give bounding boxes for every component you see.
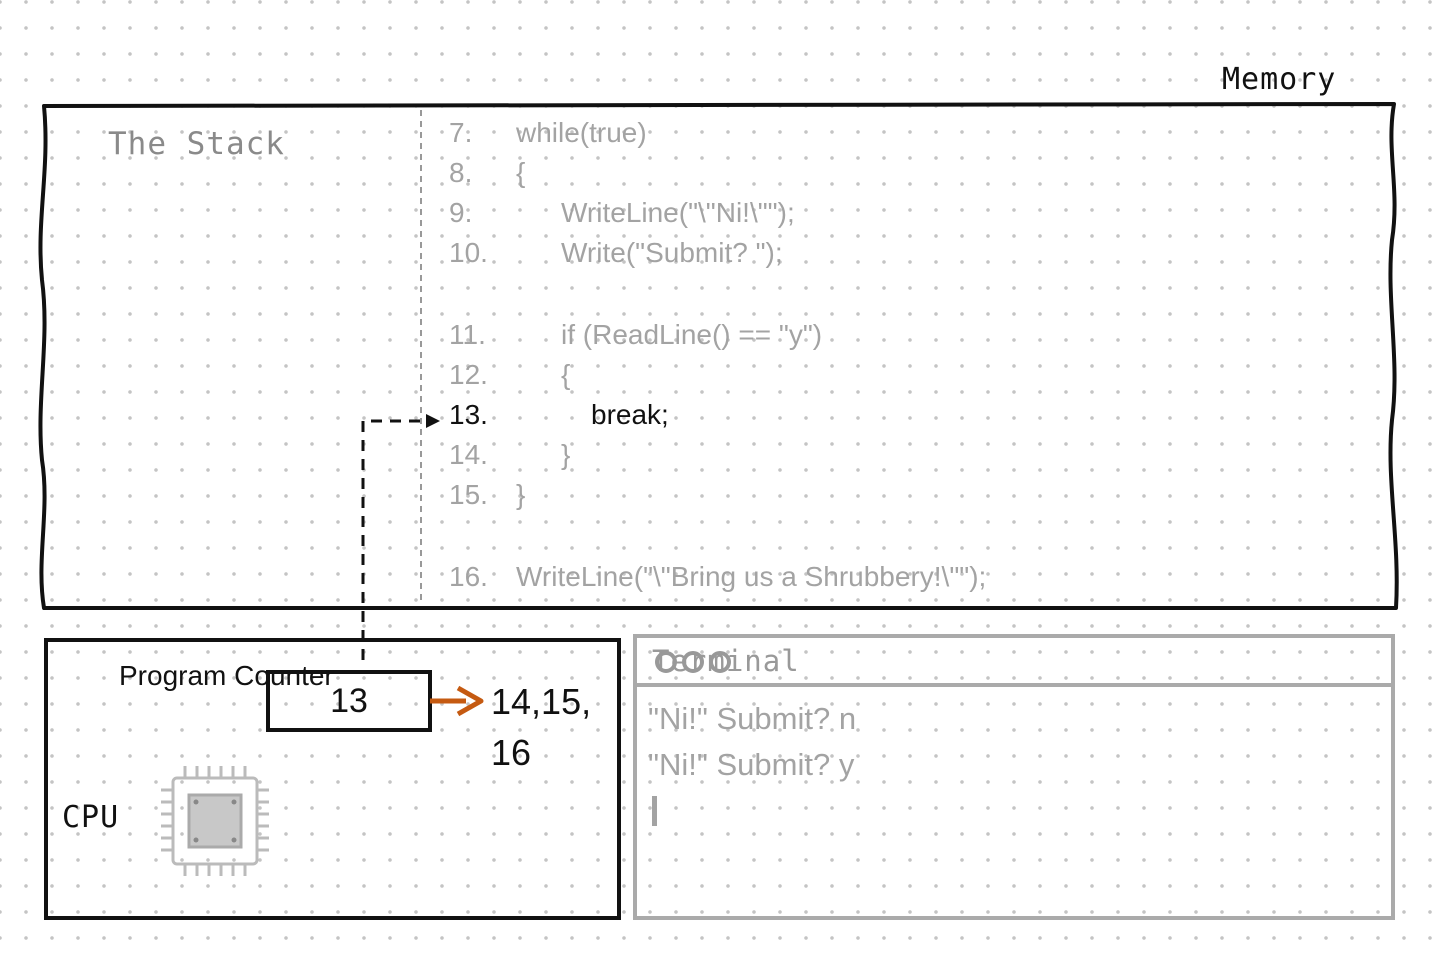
- terminal-cursor: [652, 796, 657, 826]
- code-line-number: 16.: [449, 561, 488, 592]
- cpu-label: CPU: [62, 800, 120, 835]
- stack-label: The Stack: [108, 126, 285, 162]
- cpu-chip-icon: [161, 766, 269, 876]
- terminal-line: "Ni!" Submit? n: [648, 701, 857, 736]
- code-line-text: WriteLine("\"Ni!\"");: [561, 197, 795, 228]
- code-line-text: {: [561, 359, 571, 390]
- code-line-text: {: [516, 157, 526, 188]
- terminal-output: "Ni!" Submit? n "Ni!" Submit? y: [648, 696, 856, 788]
- code-line-text: while(true): [516, 117, 647, 148]
- cpu-box: [44, 638, 621, 920]
- program-counter-value: 13: [330, 682, 368, 720]
- code-line-number: 9.: [449, 197, 473, 228]
- code-line-text: Write("Submit? ");: [561, 237, 783, 268]
- next-instructions: 14,15, 16: [491, 681, 592, 773]
- program-counter-label: Program Counter: [119, 660, 334, 691]
- code-line-number: 15.: [449, 479, 488, 510]
- code-line-text: WriteLine("\"Bring us a Shrubbery!\"");: [516, 561, 987, 592]
- code-line-text: if (ReadLine() == "y"): [561, 319, 823, 350]
- code-line-number: 8.: [449, 157, 473, 188]
- terminal-window: [633, 634, 1395, 920]
- pc-pointer-arrowhead: [426, 414, 440, 428]
- terminal-title: Terminal: [652, 644, 800, 678]
- code-line-number: 12.: [449, 359, 488, 390]
- code-line-text: }: [516, 479, 526, 510]
- code-line-number: 10.: [449, 237, 488, 268]
- memory-box: [38, 102, 1399, 610]
- next-arrow-head: [456, 685, 484, 717]
- code-line-number: 14.: [449, 439, 488, 470]
- code-line-number: 7.: [449, 117, 473, 148]
- code-line-number: 11.: [449, 319, 486, 350]
- code-line-text: break;: [591, 399, 669, 430]
- code-line-text: }: [561, 439, 571, 470]
- three-circles-icon: [655, 651, 731, 673]
- code-line-number: 13.: [449, 399, 488, 430]
- terminal-line: "Ni!" Submit? y: [648, 747, 855, 782]
- memory-label: Memory: [1222, 62, 1337, 97]
- pc-pointer-line: [361, 419, 425, 660]
